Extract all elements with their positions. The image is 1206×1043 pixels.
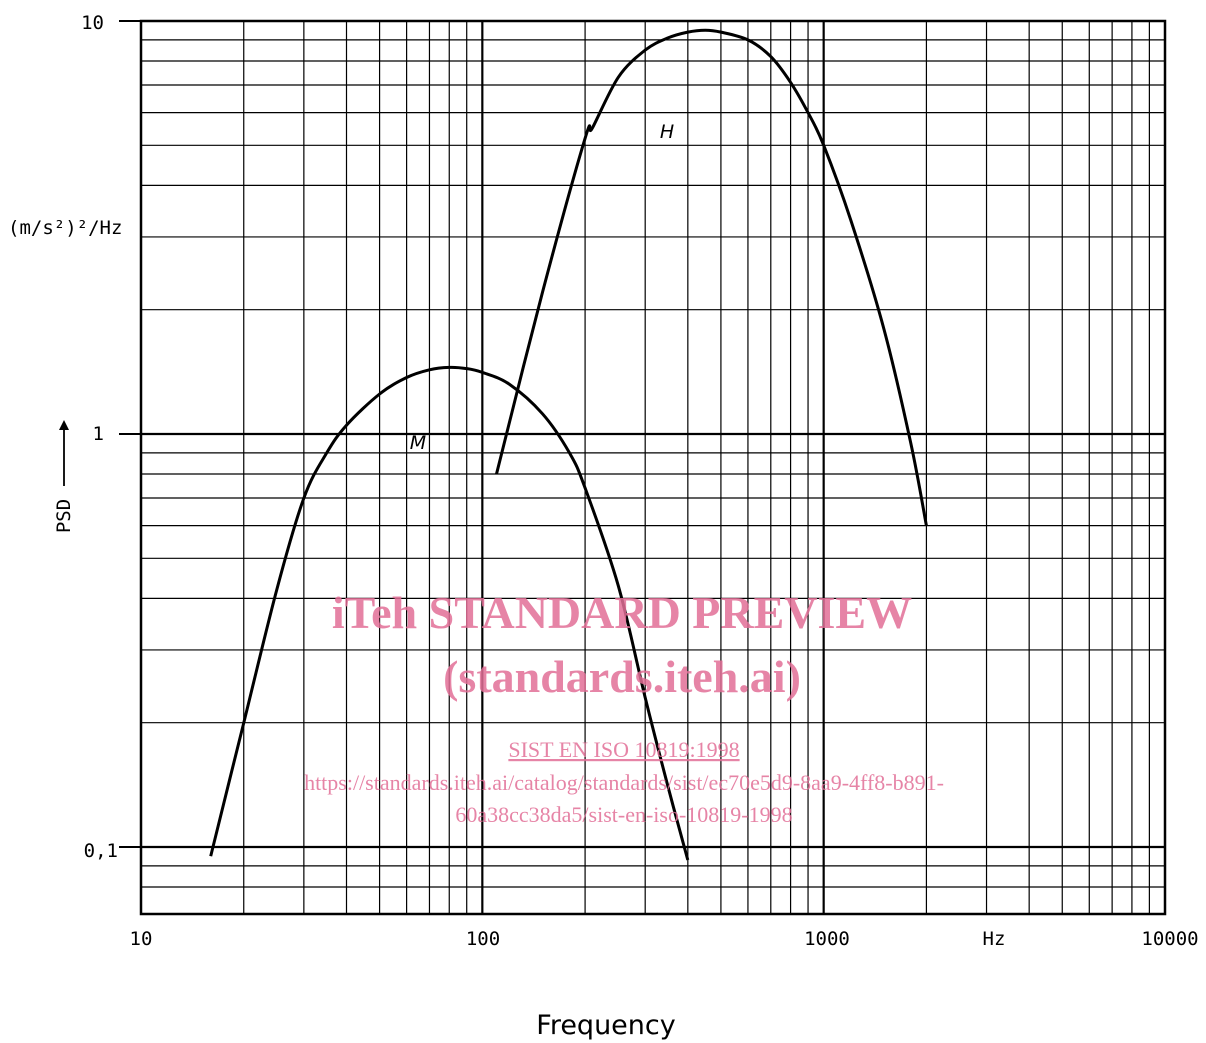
curve-h [495,28,928,526]
y-axis-title-group: PSD [53,420,75,533]
x-axis-title: Frequency [536,1010,676,1041]
curve-label-h: H [660,121,674,143]
curve-label-m: M [410,432,426,454]
watermark-doc-id: SIST EN ISO 10819:1998 [508,737,739,762]
plot-frame [139,19,1167,916]
grid-lines [119,20,1165,914]
y-tick-label-0-1: 0,1 [84,840,118,862]
x-tick-label-10000: 10000 [1141,928,1198,950]
x-tick-label-1000: 1000 [804,928,850,950]
y-unit-label: (m/s²)²/Hz [8,217,122,239]
y-tick-label-10: 10 [81,12,104,34]
curve-m [209,365,690,861]
watermark-url-line-1: https://standards.iteh.ai/catalog/standa… [304,770,944,795]
watermark-title: iTeh STANDARD PREVIEW [332,587,912,638]
x-tick-label-100: 100 [466,928,500,950]
y-tick-label-1: 1 [93,423,104,445]
y-axis-arrow-head [59,420,69,430]
y-axis-title: PSD [53,499,75,533]
watermark-subtitle: (standards.iteh.ai) [443,651,801,702]
x-tick-label-10: 10 [130,928,153,950]
curves [209,28,928,861]
x-unit-label: Hz [983,928,1006,950]
watermark-url-line-2: 60a38cc38da5/sist-en-iso-10819-1998 [455,802,792,827]
